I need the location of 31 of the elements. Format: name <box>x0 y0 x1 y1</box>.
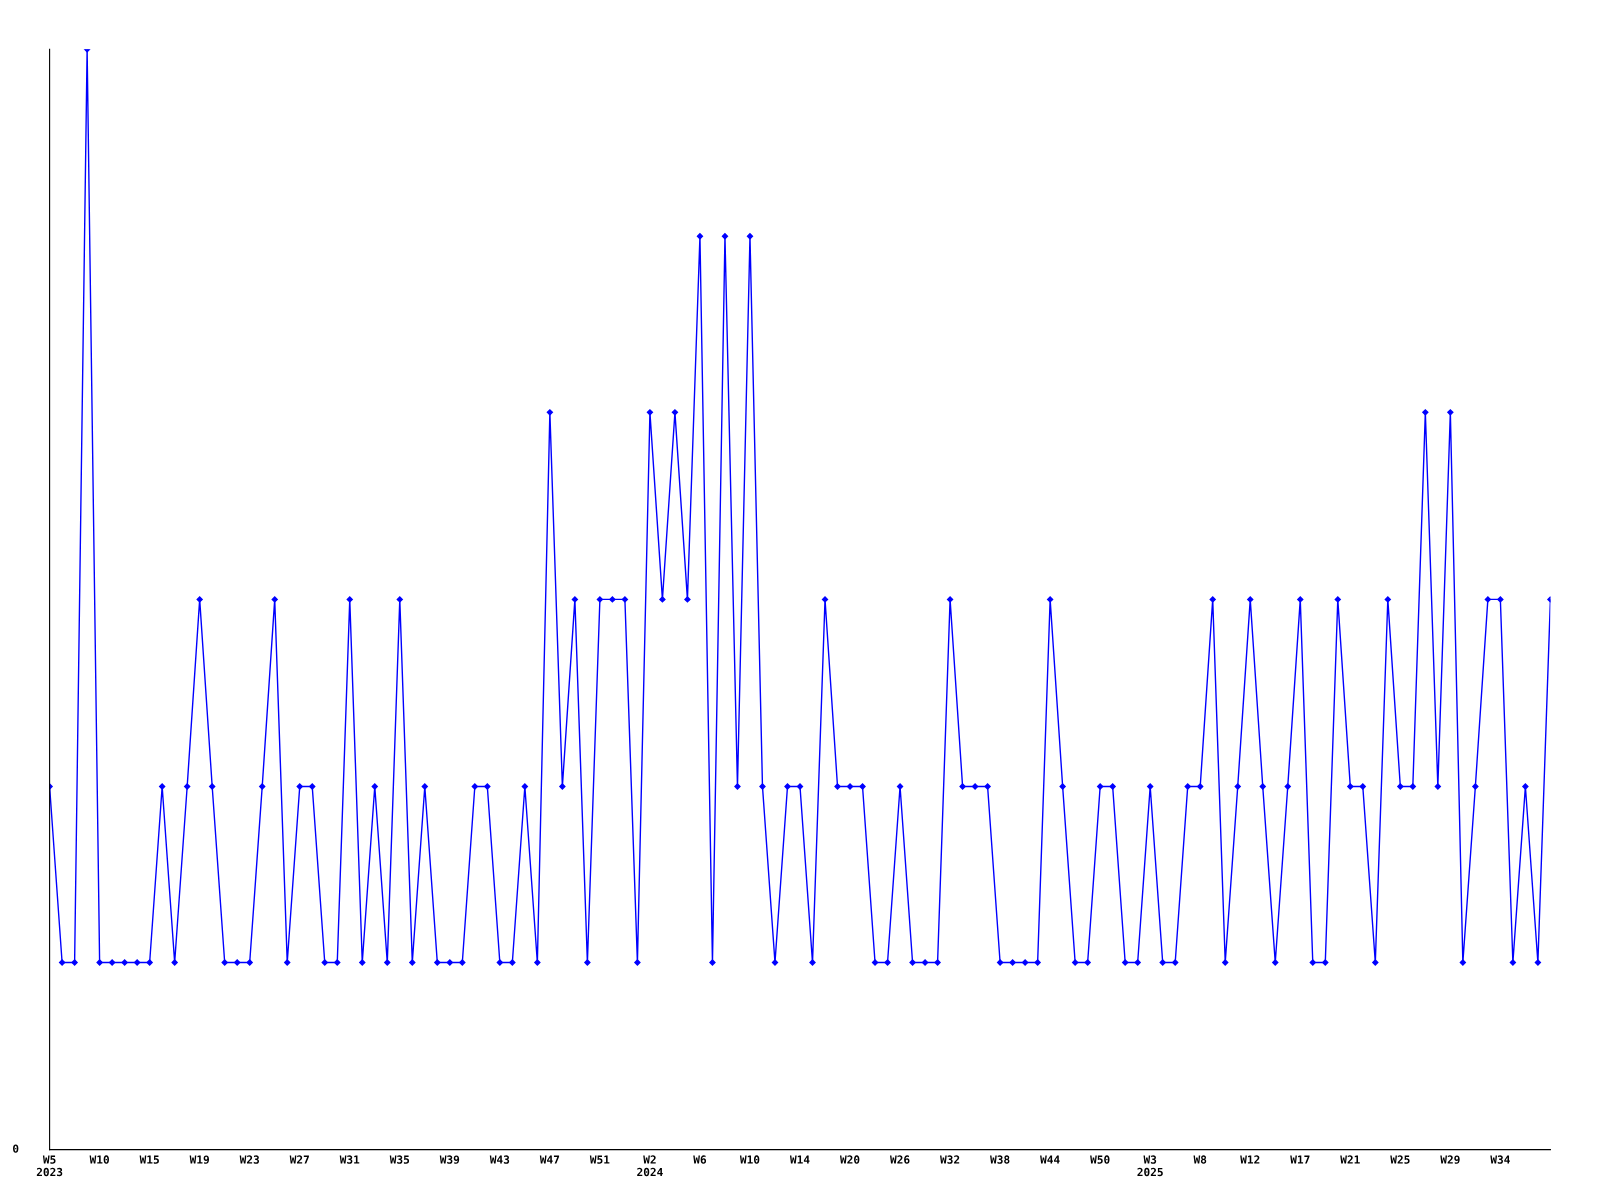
x-tick-label: W23 <box>239 1155 260 1164</box>
x-tick-label: W38 <box>990 1155 1010 1164</box>
x-tick-label: W19 <box>189 1155 209 1164</box>
x-tick-label: W15 <box>139 1155 159 1164</box>
x-tick-label: W44 <box>1040 1155 1060 1164</box>
x-tick-label: W29 <box>1440 1155 1460 1164</box>
x-tick-label: W50 <box>1090 1155 1110 1164</box>
x-tick-label: W17 <box>1290 1155 1310 1164</box>
x-tick-label: W20 <box>839 1155 860 1164</box>
x-tick-label: W10 <box>739 1155 760 1164</box>
x-tick-label: W35 <box>389 1155 410 1164</box>
x-tick-label: W27 <box>289 1155 309 1164</box>
x-tick-label: W10 <box>89 1155 109 1164</box>
x-tick-label: W51 <box>589 1155 610 1164</box>
x-tick-label: W2 2024 <box>637 1155 663 1177</box>
x-tick-label: W5 2023 <box>36 1155 63 1177</box>
x-tick-label: W14 <box>789 1155 810 1164</box>
x-tick-label: W3 2025 <box>1137 1155 1163 1177</box>
x-tick-label: W43 <box>489 1155 510 1164</box>
x-tick-label: W6 <box>693 1155 707 1164</box>
text: 0 <box>13 1144 19 1153</box>
x-tick-label: W8 <box>1193 1155 1207 1164</box>
x-tick-label: W47 <box>539 1155 560 1164</box>
x-tick-label: W12 <box>1240 1155 1260 1164</box>
x-tick-label: W39 <box>439 1155 460 1164</box>
x-tick-label: W32 <box>940 1155 960 1164</box>
x-tick-label: W26 <box>890 1155 910 1164</box>
x-tick-label: W34 <box>1490 1155 1510 1164</box>
x-tick-label: W21 <box>1340 1155 1360 1164</box>
x-tick-label: W25 <box>1390 1155 1410 1164</box>
x-tick-label: W31 <box>339 1155 360 1164</box>
